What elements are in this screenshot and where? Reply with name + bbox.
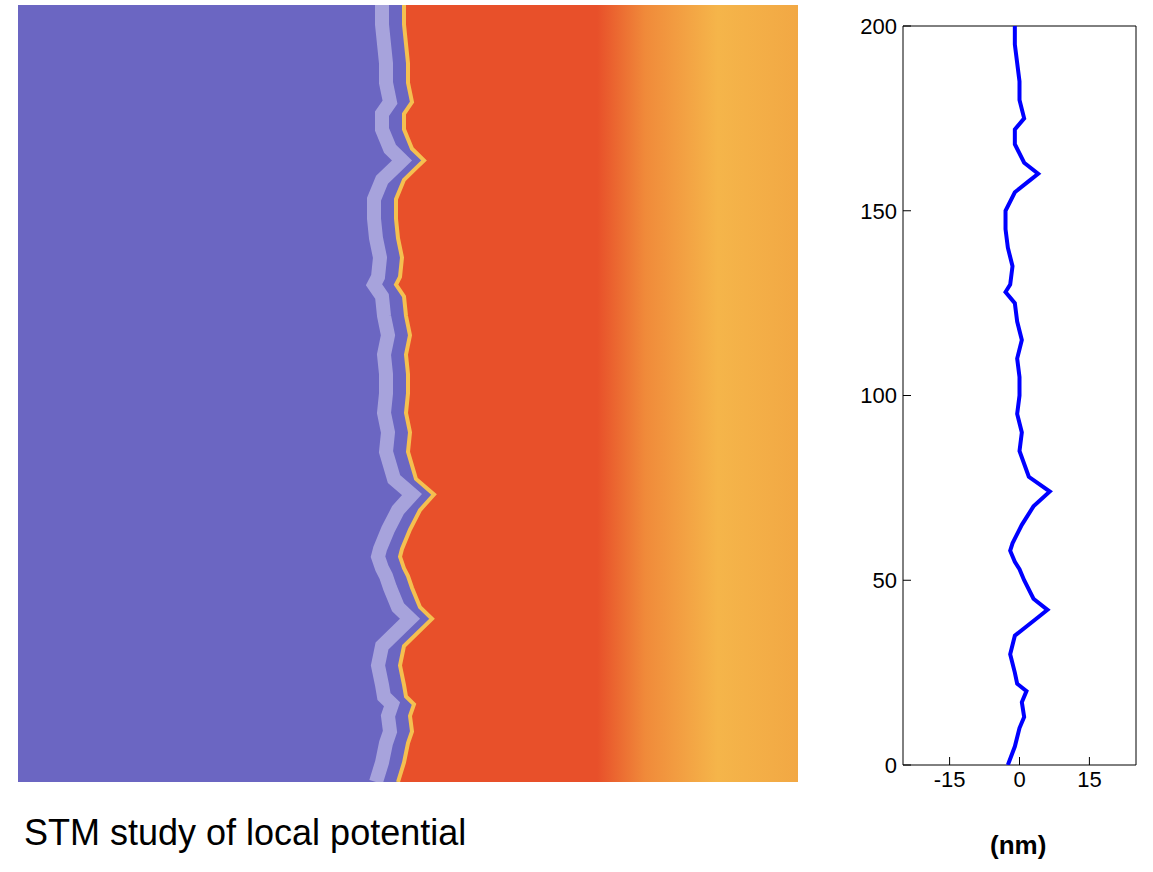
svg-text:100: 100 <box>860 383 897 408</box>
svg-text:50: 50 <box>873 568 897 593</box>
svg-text:0: 0 <box>885 753 897 778</box>
svg-text:-15: -15 <box>934 767 966 792</box>
svg-text:0: 0 <box>1013 767 1025 792</box>
svg-text:150: 150 <box>860 199 897 224</box>
html-text:STM study of local potential: STM study of local potential <box>24 812 467 853</box>
svg-text:15: 15 <box>1077 767 1101 792</box>
svg-text:200: 200 <box>860 15 897 39</box>
html-text:(nm): (nm) <box>990 830 1047 860</box>
